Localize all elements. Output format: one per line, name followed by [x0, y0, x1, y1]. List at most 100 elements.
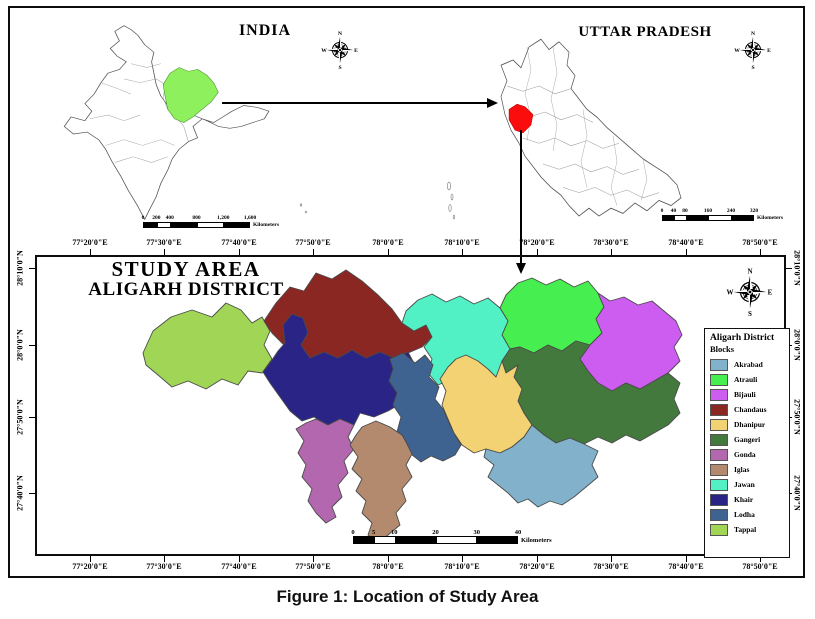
block-lodha	[388, 352, 462, 463]
scalebar-labels: 0 40 80 160 240 320	[660, 208, 759, 215]
legend-swatch-dhanipur	[710, 418, 728, 431]
lon-tick-bottom	[685, 556, 687, 562]
legend-label: Khair	[734, 495, 754, 504]
scalebar-unit: Kilometers	[757, 215, 783, 221]
legend-row: Atrauli	[710, 372, 784, 387]
india-map	[63, 25, 270, 220]
legend-swatch-gangeri	[710, 433, 728, 446]
legend-row: Iglas	[710, 462, 784, 477]
scalebar-number: 200	[152, 215, 161, 221]
scalebar-number: 320	[749, 208, 759, 214]
scalebar-segment	[222, 223, 249, 227]
scalebar-segment	[673, 216, 686, 220]
scalebar-up: 0 40 80 160 240 320 Kilometers	[660, 208, 783, 221]
lat-label-right: 27°40'0"N	[792, 475, 802, 511]
uttar-pradesh-map	[500, 38, 682, 217]
scalebar-segment	[708, 216, 731, 220]
lon-tick-top	[759, 249, 761, 255]
scalebar-number: 1,200	[217, 215, 230, 221]
legend-row: Akrabad	[710, 357, 784, 372]
lon-label-top: 78°40'0"E	[668, 238, 704, 247]
lon-label-top: 78°0'0"E	[372, 238, 404, 247]
lon-tick-top	[238, 249, 240, 255]
lon-label-top: 78°30'0"E	[593, 238, 629, 247]
scalebar-segment	[196, 223, 223, 227]
lon-tick-bottom	[461, 556, 463, 562]
scalebar-number: 400	[165, 215, 174, 221]
legend-label: Akrabad	[734, 360, 763, 369]
lon-tick-top	[461, 249, 463, 255]
block-jawan	[401, 293, 511, 386]
scalebar-number: 800	[192, 215, 201, 221]
lon-label-bottom: 78°30'0"E	[593, 562, 629, 571]
lon-tick-bottom	[312, 556, 314, 562]
scalebar-number: 5	[372, 529, 376, 536]
legend-row: Khair	[710, 492, 784, 507]
legend-swatch-gonda	[710, 448, 728, 461]
lon-label-bottom: 77°40'0"E	[221, 562, 257, 571]
scalebar-number: 0	[660, 208, 664, 214]
legend-swatch-atrauli	[710, 373, 728, 386]
lat-label-right: 27°50'0"N	[792, 399, 802, 435]
lon-tick-top	[610, 249, 612, 255]
legend-label: Tappal	[734, 525, 757, 534]
scalebar-number: 160	[703, 208, 713, 214]
legend-label: Iglas	[734, 465, 750, 474]
scalebar-segment	[435, 537, 477, 543]
scalebar-number: 240	[726, 208, 736, 214]
lon-tick-top	[89, 249, 91, 255]
block-akrabad	[483, 424, 599, 508]
lon-label-bottom: 78°50'0"E	[742, 562, 778, 571]
scalebar-number: 0	[351, 529, 355, 536]
lon-tick-bottom	[610, 556, 612, 562]
legend-row: Gangeri	[710, 432, 784, 447]
legend-label: Gonda	[734, 450, 756, 459]
lon-label-top: 78°50'0"E	[742, 238, 778, 247]
lat-label-right: 28°0'0"N	[792, 329, 802, 361]
scalebar-number: 10	[391, 529, 398, 536]
legend-label: Bijauli	[734, 390, 756, 399]
up-map-title: UTTAR PRADESH	[578, 24, 712, 40]
scalebar-bar	[353, 536, 518, 544]
scalebar-india: 0 200 400 800 1,200 1,600 Kilometers	[141, 215, 279, 228]
scalebar-segment	[685, 216, 708, 220]
lon-label-top: 77°20'0"E	[72, 238, 108, 247]
lon-tick-bottom	[387, 556, 389, 562]
scalebar-number: 40	[514, 529, 522, 536]
lon-label-top: 77°30'0"E	[146, 238, 182, 247]
scalebar-segment	[156, 223, 171, 227]
study-area-title-line2: ALIGARH DISTRICT	[88, 279, 284, 301]
legend-label: Atrauli	[734, 375, 758, 384]
legend-row: Tappal	[710, 522, 784, 537]
legend-row: Gonda	[710, 447, 784, 462]
scalebar-number: 80	[682, 208, 688, 214]
lat-tick-left	[29, 344, 35, 346]
lon-label-bottom: 77°20'0"E	[72, 562, 108, 571]
lon-tick-bottom	[536, 556, 538, 562]
lon-label-bottom: 77°50'0"E	[295, 562, 331, 571]
scalebar-segment	[354, 537, 374, 543]
lat-label-left: 28°0'0"N	[15, 329, 25, 361]
scalebar-number: 0	[141, 215, 145, 221]
legend-label: Jawan	[734, 480, 755, 489]
lon-label-bottom: 78°20'0"E	[519, 562, 555, 571]
legend-swatch-lodha	[710, 508, 728, 521]
scalebar-number: 30	[473, 529, 481, 536]
scalebar-segment	[730, 216, 753, 220]
block-gonda	[295, 418, 355, 524]
india-state-borders	[89, 63, 189, 163]
legend-row: Chandaus	[710, 402, 784, 417]
lat-tick-right	[786, 267, 792, 269]
legend-row: Jawan	[710, 477, 784, 492]
scalebar-segment	[144, 223, 157, 227]
lat-tick-left	[29, 267, 35, 269]
lon-label-top: 77°40'0"E	[221, 238, 257, 247]
lat-label-left: 28°10'0"N	[15, 250, 25, 286]
india-map-title: INDIA	[238, 22, 292, 39]
lat-label-left: 27°40'0"N	[15, 475, 25, 511]
locator-arrows	[222, 98, 526, 274]
scalebar-study: 0 5 10 20 30 40 Kilometers	[351, 529, 552, 544]
block-tappal	[142, 302, 273, 390]
